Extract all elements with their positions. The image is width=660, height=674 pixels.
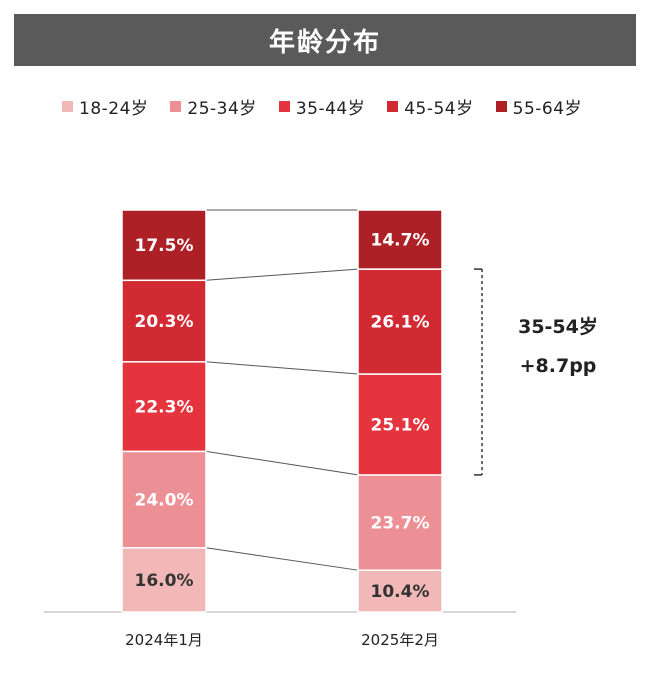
data-label: 23.7% xyxy=(371,514,430,534)
annotation-change: +8.7pp xyxy=(520,355,597,377)
legend-item-0: 18-24岁 xyxy=(62,94,148,119)
data-label: 20.3% xyxy=(135,312,194,332)
legend-item-4: 55-64岁 xyxy=(495,94,583,119)
chart-title: 年龄分布 xyxy=(268,27,381,58)
legend-swatch xyxy=(278,101,290,112)
legend-swatch xyxy=(62,101,73,112)
data-label: 10.4% xyxy=(371,582,430,602)
legend-swatch xyxy=(387,101,399,112)
bar-segment xyxy=(357,373,443,476)
category-label: 2024年1月 xyxy=(125,631,203,649)
chart-legend: 18-24岁 25-34岁 35-44岁 45-54岁 55-64岁 xyxy=(62,94,582,119)
legend-swatch xyxy=(170,101,182,112)
legend-label: 25-34岁 xyxy=(187,99,257,119)
data-label: 24.0% xyxy=(135,491,194,511)
data-label: 16.0% xyxy=(135,571,194,591)
legend-label: 35-44岁 xyxy=(295,99,366,119)
connector-line xyxy=(205,450,359,476)
legend-item-1: 25-34岁 xyxy=(170,94,256,119)
legend-swatch xyxy=(495,101,507,112)
bar-segment xyxy=(121,279,207,363)
bar-segment xyxy=(357,569,443,613)
legend-label: 45-54岁 xyxy=(404,99,474,119)
data-label: 22.3% xyxy=(135,398,194,418)
data-label: 25.1% xyxy=(371,415,430,435)
legend-item-2: 35-44岁 xyxy=(278,94,366,119)
legend-label: 18-24岁 xyxy=(79,99,149,119)
bar-segment xyxy=(121,209,207,282)
bar-segment xyxy=(357,268,443,375)
data-label: 14.7% xyxy=(371,231,430,251)
bar-segment xyxy=(357,209,443,270)
annotation-age-range: 35-54岁 xyxy=(518,315,598,338)
connector-line xyxy=(205,361,359,375)
data-label: 17.5% xyxy=(135,236,194,256)
category-label: 2025年2月 xyxy=(361,631,439,649)
connector-line xyxy=(205,547,359,571)
bar-segment xyxy=(357,474,443,571)
chart-title-bar: 年龄分布 xyxy=(14,14,636,66)
legend-item-3: 45-54岁 xyxy=(387,94,473,119)
connector-line xyxy=(205,268,359,281)
legend-label: 55-64岁 xyxy=(512,99,583,119)
data-label: 26.1% xyxy=(371,313,430,333)
